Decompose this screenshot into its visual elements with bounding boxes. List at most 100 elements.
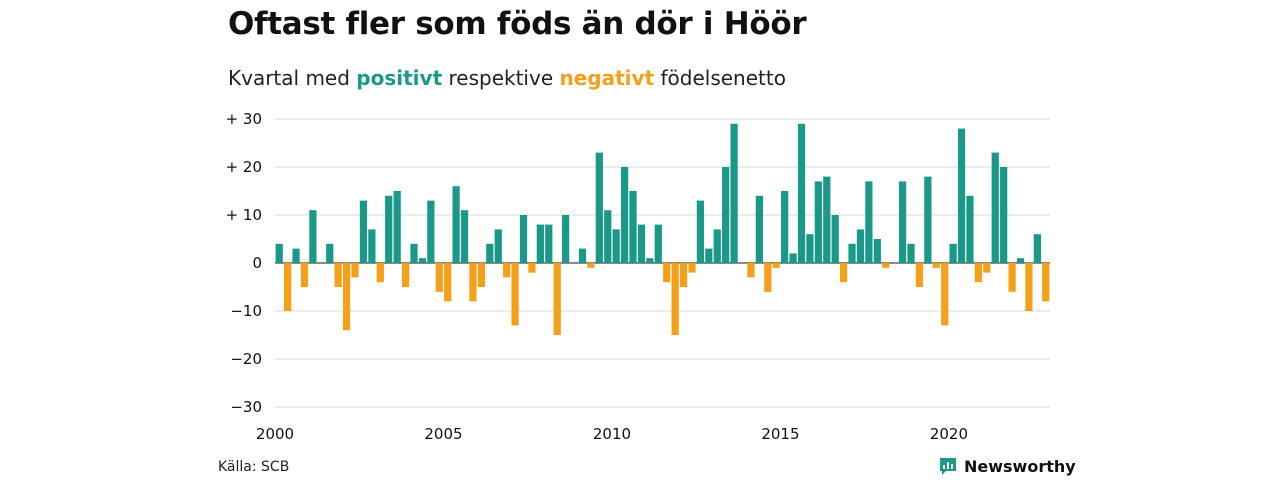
bar-positive [460,210,469,263]
bar-negative [688,263,696,273]
bar-negative [469,263,477,302]
bar-negative [1025,263,1033,311]
bar-positive [713,229,721,263]
y-tick-label: −10 [230,302,262,320]
chart-title: Oftast fler som föds än dör i Höör [228,6,807,42]
bar-positive [604,210,612,263]
bar-positive [806,234,814,263]
bar-positive [1016,258,1025,263]
x-tick-label: 2005 [424,425,462,443]
bar-positive [486,243,494,263]
bar-positive [368,229,376,263]
bar-positive [418,258,427,263]
bar-positive [292,248,300,263]
bar-positive [578,248,587,263]
bar-negative [477,263,486,287]
bar-positive [275,243,283,263]
bar-negative [1008,263,1016,292]
bar-negative [401,263,410,287]
bar-positive [898,181,907,263]
x-tick-label: 2020 [930,425,968,443]
bar-negative [983,263,991,273]
subtitle-positive-label: positivt [356,66,443,90]
bar-negative [444,263,452,302]
bar-positive [1000,167,1008,263]
bar-positive [637,224,646,263]
bar-negative [284,263,292,311]
bar-negative [882,263,890,268]
bar-negative [528,263,536,273]
bar-negative [342,263,351,331]
bar-negative [587,263,595,268]
chart-subtitle: Kvartal med positivt respektive negativt… [228,66,786,90]
bar-positive [326,243,334,263]
bar-negative [671,263,679,335]
bar-positive [612,229,620,263]
bar-positive [823,176,831,263]
bar-positive [730,123,738,263]
subtitle-negative-label: negativt [559,66,655,90]
bar-positive [966,195,974,263]
bar-positive [359,200,368,263]
bar-positive [924,176,932,263]
bar-positive [410,243,418,263]
bar-positive [562,215,570,263]
bar-positive [536,224,544,263]
bar-positive [427,200,435,263]
bar-positive [831,215,839,263]
bar-negative [503,263,511,278]
bar-negative [679,263,688,287]
y-tick-label: + 10 [226,206,262,224]
bar-negative [747,263,755,278]
bar-negative [435,263,443,292]
source-note: Källa: SCB [218,459,290,475]
bar-positive [696,200,705,263]
subtitle-text-start: Kvartal med [228,66,350,90]
y-tick-label: 0 [252,254,262,272]
bar-positive [907,243,915,263]
y-tick-label: −30 [230,398,262,416]
bar-positive [494,229,502,263]
bar-negative [663,263,671,283]
bar-negative [839,263,848,283]
brand-logo: Newsworthy [938,456,1076,476]
x-tick-label: 2010 [593,425,631,443]
bar-negative [915,263,924,287]
y-tick-label: + 20 [226,158,262,176]
bar-negative [351,263,359,278]
bar-positive [848,243,856,263]
x-tick-label: 2015 [761,425,799,443]
bar-positive [991,152,999,263]
bars [275,123,1050,335]
bar-positive [789,253,797,263]
bar-positive [629,191,637,263]
subtitle-text-end: födelsenetto [660,66,786,90]
bar-positive [385,195,393,263]
bar-chart-logo-icon [940,458,956,475]
bar-negative [300,263,309,287]
bar-negative [376,263,384,283]
bar-positive [654,224,662,263]
axis-labels: + 30 + 20 + 10 0 −10 −20 −30 2000 2005 2010 2015 20… [226,110,968,443]
bar-positive [856,229,865,263]
y-tick-label: + 30 [226,110,262,128]
bar-positive [309,210,317,263]
bar-positive [755,195,763,263]
y-tick-label: −20 [230,350,262,368]
bar-positive [595,152,603,263]
bar-negative [932,263,940,268]
bar-negative [511,263,519,326]
bar-positive [705,248,713,263]
bar-negative [334,263,342,287]
bar-negative [553,263,561,335]
bar-negative [764,263,772,292]
bar-positive [949,243,957,263]
bar-positive [797,123,806,263]
bar-positive [519,215,528,263]
bar-negative [1042,263,1050,302]
bar-negative [974,263,983,283]
bar-positive [620,167,629,263]
x-tick-label: 2000 [256,425,294,443]
brand-name: Newsworthy [964,456,1076,476]
